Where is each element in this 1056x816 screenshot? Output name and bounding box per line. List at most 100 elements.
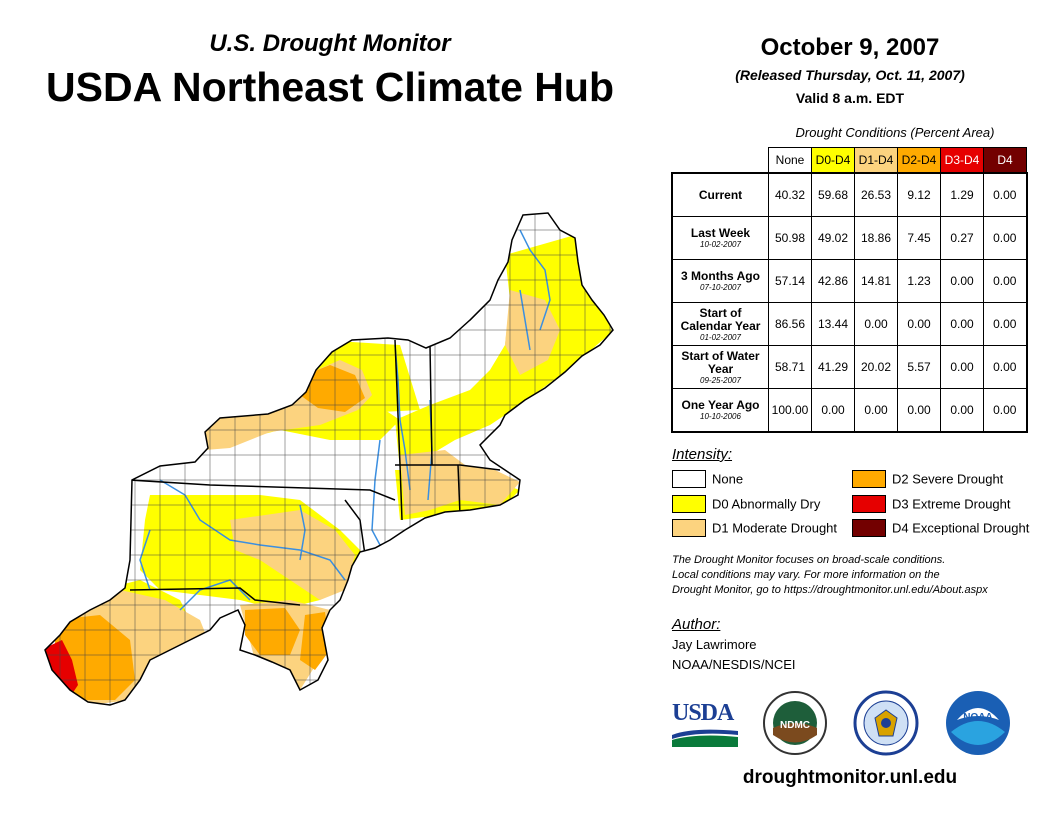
footer-url[interactable]: droughtmonitor.unl.edu <box>742 767 958 788</box>
table-cell: 0.00 <box>854 302 898 346</box>
table-cell: 0.00 <box>983 172 1027 217</box>
page-title: USDA Northeast Climate Hub <box>46 64 614 110</box>
table-row: One Year Ago 10-10-2006 100.00 0.00 0.00 … <box>671 388 1027 433</box>
legend-title: Intensity: <box>672 446 733 463</box>
table-cell: 41.29 <box>811 345 855 389</box>
table-cell: 1.29 <box>940 172 984 217</box>
table-cell: 57.14 <box>768 259 812 303</box>
legend-swatch <box>852 470 886 488</box>
table-cell: 58.71 <box>768 345 812 389</box>
table-row: Last Week 10-02-2007 50.98 49.02 18.86 7.… <box>671 216 1027 260</box>
svg-text:NDMC: NDMC <box>780 720 810 731</box>
legend-swatch <box>672 470 706 488</box>
column-header: None <box>768 147 812 174</box>
row-label: 3 Months Ago 07-10-2007 <box>671 259 769 303</box>
legend-label: D3 Extreme Drought <box>892 496 1011 512</box>
table-cell: 42.86 <box>811 259 855 303</box>
table-cell: 86.56 <box>768 302 812 346</box>
legend-swatch <box>852 495 886 513</box>
table-cell: 7.45 <box>897 216 941 260</box>
table-cell: 100.00 <box>768 388 812 433</box>
table-cell: 0.00 <box>983 388 1027 433</box>
column-header: D3-D4 <box>940 147 984 174</box>
row-label: Start of Calendar Year 01-02-2007 <box>671 302 769 346</box>
table-cell: 0.00 <box>940 345 984 389</box>
legend-swatch <box>672 519 706 537</box>
table-header-row: None D0-D4 D1-D4 D2-D4 D3-D4 D4 <box>672 147 1027 174</box>
legend-label: D4 Exceptional Drought <box>892 520 1030 536</box>
svg-text:NOAA: NOAA <box>963 712 992 723</box>
region-outline <box>44 212 614 706</box>
legend-item-none: None <box>672 470 743 488</box>
valid-time: Valid 8 a.m. EDT <box>795 90 905 106</box>
commerce-seal-logo <box>853 690 919 756</box>
table-corner <box>672 147 769 174</box>
column-header: D4 <box>983 147 1027 174</box>
table-cell: 5.57 <box>897 345 941 389</box>
table-cell: 0.00 <box>940 388 984 433</box>
table-cell: 13.44 <box>811 302 855 346</box>
table-cell: 0.00 <box>854 388 898 433</box>
legend-item-d1: D1 Moderate Drought <box>672 519 837 537</box>
legend-swatch <box>852 519 886 537</box>
table-cell: 0.00 <box>940 302 984 346</box>
row-date: 01-02-2007 <box>700 332 741 342</box>
row-label: Start of Water Year 09-25-2007 <box>671 345 769 389</box>
d2-areas <box>55 365 365 700</box>
legend-label: D0 Abnormally Dry <box>712 496 821 512</box>
table-caption: Drought Conditions (Percent Area) <box>795 125 995 140</box>
legend-item-d0: D0 Abnormally Dry <box>672 495 820 513</box>
row-label: One Year Ago 10-10-2006 <box>671 388 769 433</box>
row-date: 09-25-2007 <box>700 375 741 385</box>
row-date: 10-02-2007 <box>700 240 741 249</box>
table-row: Current 40.32 59.68 26.53 9.12 1.29 0.00 <box>671 172 1027 217</box>
table-cell: 0.00 <box>983 259 1027 303</box>
author-organization: NOAA/NESDIS/NCEI <box>672 657 796 672</box>
subtitle: U.S. Drought Monitor <box>209 30 451 57</box>
table-cell: 14.81 <box>854 259 898 303</box>
table-cell: 0.00 <box>897 302 941 346</box>
disclaimer-note: The Drought Monitor focuses on broad-sca… <box>672 554 988 596</box>
table-cell: 26.53 <box>854 172 898 217</box>
table-cell: 20.02 <box>854 345 898 389</box>
table-cell: 0.00 <box>811 388 855 433</box>
table-row: Start of Calendar Year 01-02-2007 86.56 1… <box>671 302 1027 346</box>
table-cell: 0.00 <box>983 345 1027 389</box>
table-cell: 0.00 <box>983 216 1027 260</box>
table-cell: 0.00 <box>940 259 984 303</box>
legend-label: None <box>712 471 744 487</box>
author-heading: Author: <box>672 616 721 633</box>
map-date: October 9, 2007 <box>760 34 940 61</box>
usda-logo: USDA <box>672 700 738 748</box>
row-label: Last Week 10-02-2007 <box>671 216 769 260</box>
column-header: D1-D4 <box>854 147 898 174</box>
legend-item-d2: D2 Severe Drought <box>852 470 1003 488</box>
column-header: D0-D4 <box>811 147 855 174</box>
legend-item-d3: D3 Extreme Drought <box>852 495 1011 513</box>
row-label: Current <box>671 172 769 217</box>
table-cell: 50.98 <box>768 216 812 260</box>
legend-label: D2 Severe Drought <box>892 471 1004 487</box>
table-cell: 40.32 <box>768 172 812 217</box>
release-date: (Released Thursday, Oct. 11, 2007) <box>735 67 965 83</box>
row-date: 07-10-2007 <box>700 283 741 292</box>
table-cell: 49.02 <box>811 216 855 260</box>
table-cell: 0.27 <box>940 216 984 260</box>
table-row: 3 Months Ago 07-10-2007 57.14 42.86 14.81… <box>671 259 1027 303</box>
drought-map <box>44 212 614 706</box>
table-cell: 9.12 <box>897 172 941 217</box>
column-header: D2-D4 <box>897 147 941 174</box>
table-row: Start of Water Year 09-25-2007 58.71 41.2… <box>671 345 1027 389</box>
legend-label: D1 Moderate Drought <box>712 520 838 536</box>
legend-item-d4: D4 Exceptional Drought <box>852 519 1029 537</box>
usda-wave-icon <box>672 729 738 747</box>
ndmc-logo: NDMC <box>763 691 827 755</box>
table-cell: 18.86 <box>854 216 898 260</box>
table-cell: 1.23 <box>897 259 941 303</box>
author-name: Jay Lawrimore <box>672 637 757 652</box>
row-date: 10-10-2006 <box>700 412 741 421</box>
noaa-logo: NOAA <box>946 691 1010 755</box>
table-cell: 0.00 <box>897 388 941 433</box>
table-cell: 0.00 <box>983 302 1027 346</box>
table-cell: 59.68 <box>811 172 855 217</box>
